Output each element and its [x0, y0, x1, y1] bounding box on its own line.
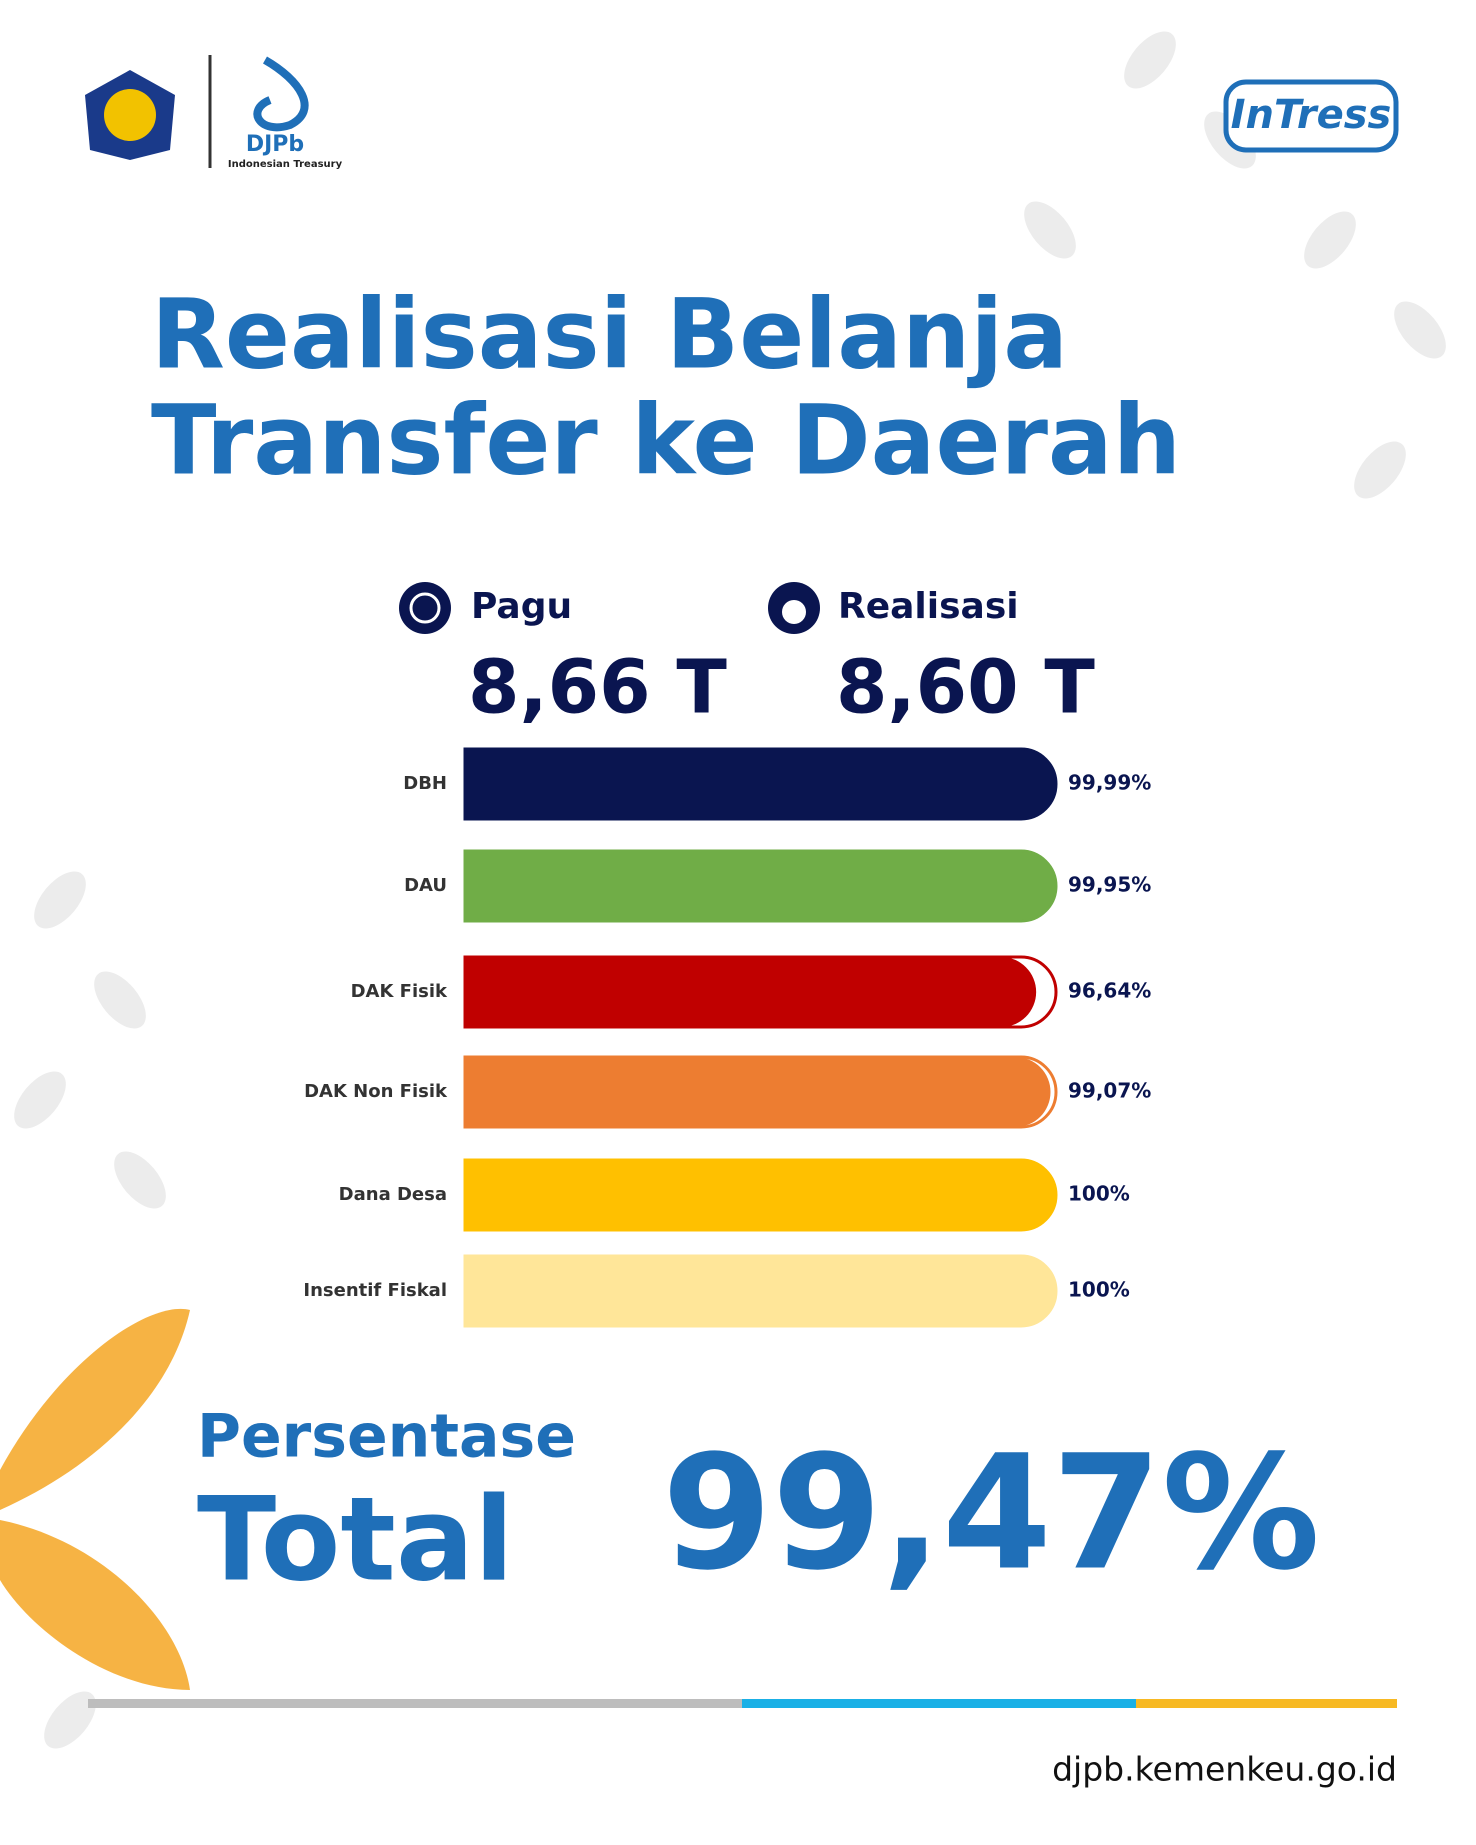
- total-label: Persentase: [197, 1402, 576, 1472]
- decor-leaf: [0, 1520, 190, 1690]
- pagu-icon-ring: [409, 592, 441, 624]
- kemenkeu-logo: [85, 70, 175, 160]
- decor-leaf: [0, 1308, 190, 1510]
- footer-url: djpb.kemenkeu.go.id: [1052, 1750, 1397, 1789]
- pagu-value: 8,66 T: [468, 645, 727, 731]
- footer-rule: [1136, 1699, 1397, 1708]
- bar: [465, 1057, 1051, 1127]
- category-label: DAU: [404, 875, 447, 896]
- decor-petals: [14, 31, 1446, 1749]
- category-label: DBH: [403, 773, 447, 794]
- djpb-logo-sub: Indonesian Treasury: [228, 159, 343, 170]
- footer-rule: [742, 1699, 1136, 1708]
- title: Realisasi Belanja: [151, 278, 1068, 390]
- total-label: Total: [197, 1473, 514, 1608]
- total-value: 99,47%: [662, 1421, 1320, 1605]
- realisasi-icon-bag: [782, 600, 806, 624]
- bar: [465, 1160, 1056, 1230]
- value-label: 100%: [1068, 1278, 1130, 1302]
- realisasi-value: 8,60 T: [836, 645, 1095, 731]
- bar-chart: DBH 99,99% DAU 99,95% DAK Fisik 96,64% DAK Non…: [303, 747, 1151, 1328]
- intress-logo-box: [1223, 79, 1399, 153]
- realisasi-label: Realisasi: [838, 586, 1019, 627]
- bar: [465, 1256, 1056, 1326]
- value-label: 99,95%: [1068, 873, 1151, 897]
- value-label: 96,64%: [1068, 979, 1151, 1003]
- category-label: Insentif Fiskal: [303, 1280, 447, 1301]
- category-label: DAK Fisik: [351, 981, 448, 1002]
- djpb-mark: [253, 56, 309, 132]
- djpb-logo-text: DJPb: [246, 132, 304, 157]
- value-label: 100%: [1068, 1182, 1130, 1206]
- category-label: DAK Non Fisik: [304, 1081, 448, 1102]
- category-label: Dana Desa: [339, 1184, 447, 1205]
- bar: [465, 957, 1037, 1027]
- bar: [465, 749, 1056, 819]
- bar-outline: [463, 1158, 1058, 1232]
- pagu-icon: [399, 582, 451, 634]
- footer-rule: [88, 1699, 742, 1708]
- value-label: 99,07%: [1068, 1079, 1151, 1103]
- bar-outline: [463, 955, 1058, 1029]
- bar-outline: [463, 747, 1058, 821]
- bar-outline: [463, 849, 1058, 923]
- title: Transfer ke Daerah: [151, 384, 1181, 496]
- bar-outline: [463, 1055, 1058, 1129]
- pagu-label: Pagu: [471, 586, 572, 627]
- intress-logo-text: InTress: [1231, 92, 1392, 138]
- bar: [465, 851, 1056, 921]
- bar-outline: [463, 1254, 1058, 1328]
- value-label: 99,99%: [1068, 771, 1151, 795]
